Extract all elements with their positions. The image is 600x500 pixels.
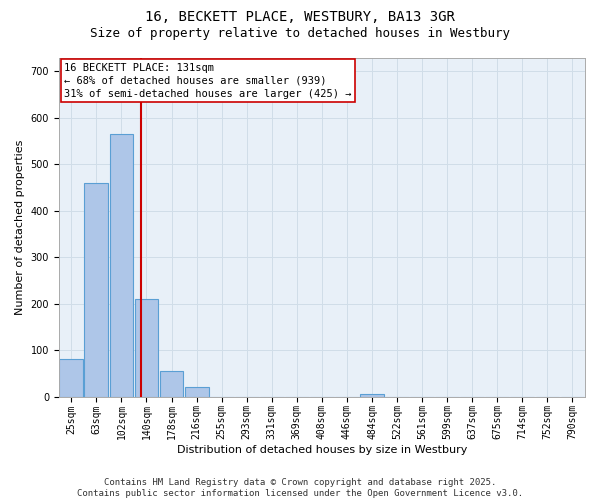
Text: 16 BECKETT PLACE: 131sqm
← 68% of detached houses are smaller (939)
31% of semi-: 16 BECKETT PLACE: 131sqm ← 68% of detach… — [64, 62, 352, 99]
Bar — [85, 183, 108, 396]
Bar — [160, 371, 184, 396]
Text: 16, BECKETT PLACE, WESTBURY, BA13 3GR: 16, BECKETT PLACE, WESTBURY, BA13 3GR — [145, 10, 455, 24]
Y-axis label: Number of detached properties: Number of detached properties — [15, 140, 25, 314]
Text: Contains HM Land Registry data © Crown copyright and database right 2025.
Contai: Contains HM Land Registry data © Crown c… — [77, 478, 523, 498]
Bar — [360, 394, 384, 396]
Bar — [110, 134, 133, 396]
Bar — [185, 388, 209, 396]
Text: Size of property relative to detached houses in Westbury: Size of property relative to detached ho… — [90, 28, 510, 40]
Bar — [59, 360, 83, 397]
X-axis label: Distribution of detached houses by size in Westbury: Distribution of detached houses by size … — [177, 445, 467, 455]
Bar — [134, 299, 158, 396]
